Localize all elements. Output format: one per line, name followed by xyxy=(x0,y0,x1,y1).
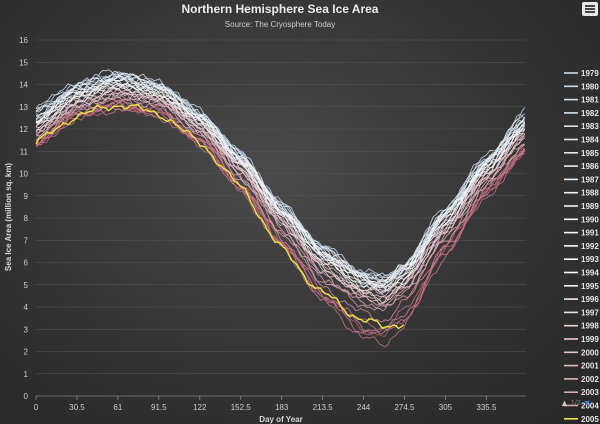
y-tick-label: 6 xyxy=(24,259,29,268)
series-line xyxy=(35,87,525,295)
series-line xyxy=(35,92,525,312)
x-tick-label: 61 xyxy=(113,403,122,412)
x-tick-label: 30.5 xyxy=(69,403,85,412)
legend-item-label: 1980 xyxy=(581,82,599,91)
legend-item-label: 2004 xyxy=(581,402,599,411)
legend-item-label: 1988 xyxy=(581,189,599,198)
legend-item-label: 1985 xyxy=(581,149,599,158)
legend-navigation: ▲ 1/2 ▼ xyxy=(560,398,592,408)
legend-page-down-icon[interactable]: ▼ xyxy=(582,398,592,408)
y-tick-label: 1 xyxy=(24,370,29,379)
x-tick-label: 183 xyxy=(275,403,289,412)
series-line xyxy=(35,103,405,330)
series-line xyxy=(35,81,525,292)
x-tick-labels: 0 30.5 61 91.5 122 152.5 183 213.5 244 274.5 305 33… xyxy=(34,396,497,412)
chart-subtitle: Source: The Cryosphere Today xyxy=(224,20,336,29)
y-tick-label: 15 xyxy=(19,58,28,67)
legend-page-indicator: 1/2 xyxy=(570,399,581,407)
legend-item-label: 1986 xyxy=(581,162,599,171)
y-tick-label: 5 xyxy=(24,281,29,290)
y-tick-label: 3 xyxy=(24,325,29,334)
chart-title: Northern Hemisphere Sea Ice Area xyxy=(181,2,379,16)
legend-item-label: 1993 xyxy=(581,255,599,264)
series-line xyxy=(35,98,526,323)
series-line xyxy=(35,83,525,288)
y-tick-label: 11 xyxy=(20,147,29,156)
series-line xyxy=(35,89,526,303)
series-line xyxy=(35,93,525,297)
x-tick-label: 152.5 xyxy=(231,403,252,412)
legend-item-label: 1987 xyxy=(581,175,599,184)
x-tick-label: 274.5 xyxy=(394,403,415,412)
series-line xyxy=(35,88,525,306)
series-line xyxy=(35,99,525,337)
legend-item-label: 1991 xyxy=(581,229,599,238)
legend-item-label: 1994 xyxy=(581,269,599,278)
series-lines xyxy=(35,69,526,348)
legend-item-label: 2000 xyxy=(581,348,599,357)
y-axis-label: Sea Ice Area (million sq. km) xyxy=(4,163,13,272)
series-line xyxy=(35,85,526,287)
legend-item-label: 1992 xyxy=(581,242,599,251)
y-tick-label: 9 xyxy=(24,192,29,201)
x-tick-label: 122 xyxy=(193,403,207,412)
legend-item-label: 2003 xyxy=(581,388,599,397)
x-tick-label: 213.5 xyxy=(313,403,334,412)
legend-item-label: 1996 xyxy=(581,295,599,304)
series-line xyxy=(35,71,525,287)
y-tick-label: 4 xyxy=(24,303,29,312)
x-tick-label: 0 xyxy=(34,403,39,412)
legend-item-label: 1989 xyxy=(581,202,599,211)
series-line xyxy=(35,88,526,301)
x-axis-label: Day of Year xyxy=(259,415,302,424)
legend: 1979 1980 1981 1982 1983 1984 1985 1986 1987 1988… xyxy=(564,69,599,424)
y-tick-label: 13 xyxy=(19,103,28,112)
legend-item-label: 2002 xyxy=(581,375,599,384)
legend-page-up-icon[interactable]: ▲ xyxy=(560,398,569,408)
y-tick-label: 7 xyxy=(24,236,29,245)
y-tick-label: 0 xyxy=(24,392,29,401)
series-line xyxy=(35,84,525,304)
y-tick-label: 10 xyxy=(19,170,28,179)
x-tick-label: 305 xyxy=(439,403,453,412)
y-tick-label: 16 xyxy=(19,36,28,45)
menu-icon[interactable] xyxy=(582,2,598,16)
legend-item-label: 1982 xyxy=(581,109,599,118)
y-tick-label: 12 xyxy=(19,125,28,134)
legend-item-label: 1999 xyxy=(581,335,599,344)
legend-item-label: 2005 xyxy=(581,415,599,424)
legend-item-label: 2001 xyxy=(581,362,599,371)
x-tick-label: 335.5 xyxy=(476,403,497,412)
y-tick-label: 2 xyxy=(24,348,29,357)
legend-item-label: 1997 xyxy=(581,308,599,317)
series-line xyxy=(35,97,526,311)
series-line xyxy=(35,82,525,293)
y-tick-label: 14 xyxy=(19,81,28,90)
legend-item-label: 1981 xyxy=(581,96,599,105)
series-line xyxy=(35,91,525,308)
series-line xyxy=(35,104,526,335)
legend-item-label: 1984 xyxy=(581,136,599,145)
legend-item-label: 1983 xyxy=(581,122,599,131)
legend-item-label: 1990 xyxy=(581,215,599,224)
series-line xyxy=(35,69,526,279)
legend-item-label: 1995 xyxy=(581,282,599,291)
y-tick-label: 8 xyxy=(24,214,29,223)
x-tick-label: 244 xyxy=(357,403,371,412)
series-line xyxy=(35,79,526,289)
legend-item-label: 1998 xyxy=(581,322,599,331)
x-tick-label: 91.5 xyxy=(151,403,167,412)
legend-item-label: 1979 xyxy=(581,69,599,78)
